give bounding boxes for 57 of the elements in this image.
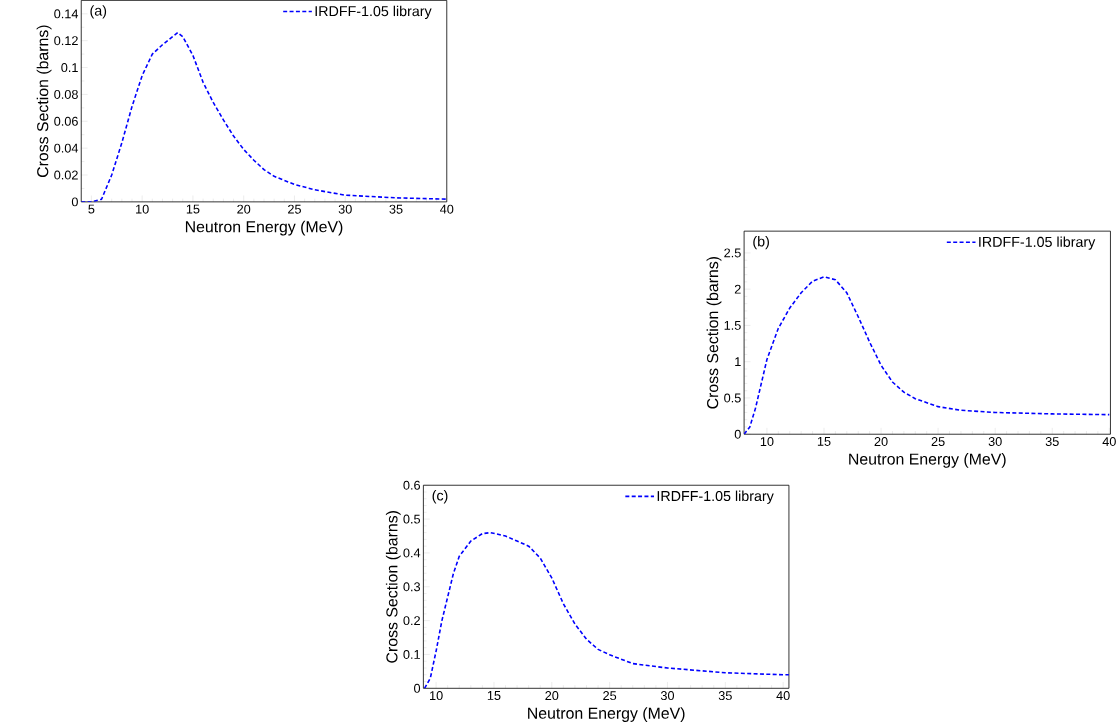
y-tick-label: 1 <box>735 357 741 367</box>
x-tick-label: 40 <box>440 204 454 214</box>
annotation: (b) <box>753 236 769 250</box>
y-tick-label: 0.08 <box>54 90 78 100</box>
x-tick-label: 20 <box>874 437 888 447</box>
x-axis-title: Neutron Energy (MeV) <box>849 453 1006 469</box>
y-tick-label: 0.02 <box>54 170 78 180</box>
x-tick-label: 20 <box>545 691 559 701</box>
x-tick-label: 5 <box>88 204 95 214</box>
x-tick-label: 30 <box>988 437 1002 447</box>
y-tick-label: 0.3 <box>403 582 421 592</box>
y-tick-label: 0.1 <box>403 650 420 660</box>
y-tick-label: 0.04 <box>54 143 79 153</box>
x-tick-label: 30 <box>338 204 352 214</box>
y-tick-label: 0.12 <box>54 36 78 46</box>
x-tick-label: 15 <box>186 204 200 214</box>
x-axis-title: Neutron Energy (MeV) <box>185 220 343 236</box>
x-tick-label: 20 <box>237 204 251 214</box>
x-tick-label: 25 <box>931 437 945 447</box>
x-tick-label: 10 <box>136 204 149 214</box>
annotation: (c) <box>432 490 448 504</box>
y-tick-label: 0.14 <box>54 9 79 19</box>
y-tick-label: 0 <box>71 197 78 207</box>
y-tick-label: 2.5 <box>724 248 741 258</box>
y-tick-label: 1.5 <box>724 321 741 331</box>
legend-label: IRDFF-1.05 library <box>979 236 1096 251</box>
x-tick-label: 10 <box>430 691 443 701</box>
y-tick-label: 0.2 <box>403 616 420 626</box>
y-tick-label: 0 <box>734 429 741 439</box>
x-tick-label: 15 <box>487 691 501 701</box>
y-tick-label: 0.06 <box>54 116 78 126</box>
y-tick-label: 0.5 <box>724 393 741 403</box>
line-series <box>744 276 1111 435</box>
y-tick-label: 0 <box>414 684 421 694</box>
x-tick-label: 40 <box>776 691 790 701</box>
y-tick-label: 2 <box>734 284 741 294</box>
x-tick-label: 10 <box>760 437 774 447</box>
x-tick-label: 25 <box>603 691 617 701</box>
y-tick-label: 0.6 <box>403 480 421 490</box>
y-axis-title: Cross Section (barns) <box>36 25 52 178</box>
x-tick-label: 35 <box>718 691 732 701</box>
x-tick-label: 40 <box>1102 437 1116 447</box>
legend-label: IRDFF-1.05 library <box>657 490 774 505</box>
x-tick-label: 30 <box>660 691 675 701</box>
y-tick-label: 0.4 <box>403 548 421 558</box>
x-tick-label: 25 <box>288 204 301 214</box>
annotation: (a) <box>90 5 107 19</box>
x-axis-title: Neutron Energy (MeV) <box>528 707 685 723</box>
x-tick-label: 35 <box>1045 437 1059 447</box>
line-series <box>423 532 789 689</box>
y-axis-title: Cross Section (barns) <box>706 257 722 409</box>
x-tick-label: 15 <box>817 437 831 447</box>
y-tick-label: 0.1 <box>61 63 78 73</box>
x-tick-label: 35 <box>389 204 403 214</box>
legend-label: IRDFF-1.05 library <box>315 5 432 20</box>
y-tick-label: 0.5 <box>403 514 421 524</box>
y-axis-title: Cross Section (barns) <box>385 511 401 663</box>
